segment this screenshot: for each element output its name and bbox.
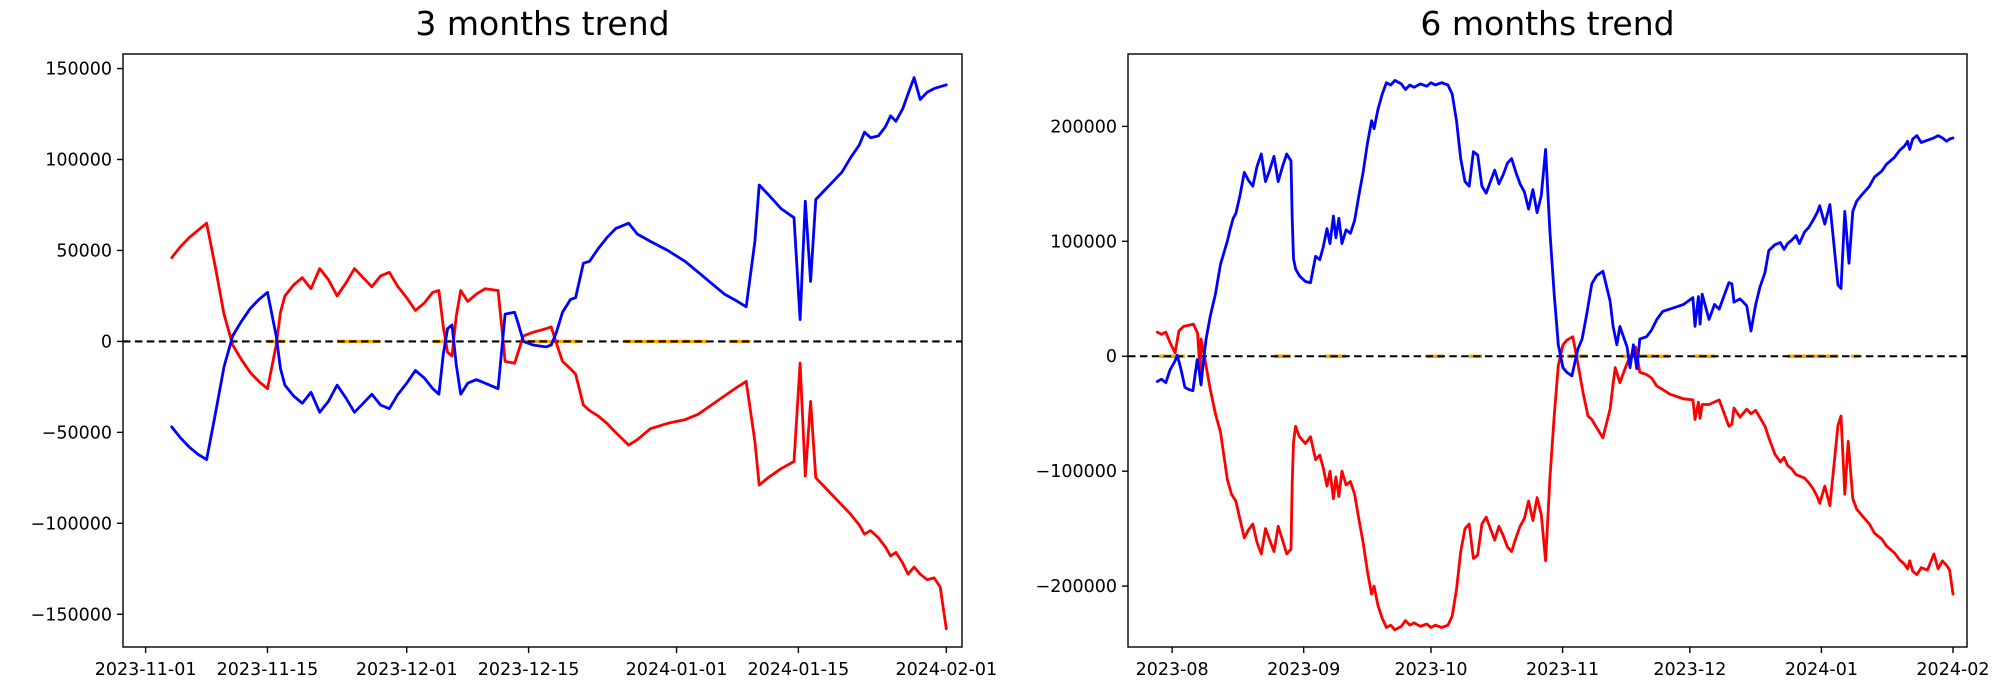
x-tick-label: 2023-12 bbox=[1653, 660, 1726, 680]
x-tick-label: 2024-01-15 bbox=[748, 660, 850, 680]
x-tick-label: 2024-01-01 bbox=[626, 660, 728, 680]
chart-title-3-months: 3 months trend bbox=[415, 4, 670, 43]
x-tick-label: 2024-02 bbox=[1916, 660, 1989, 680]
x-tick-label: 2023-09 bbox=[1267, 660, 1340, 680]
x-tick-label: 2023-08 bbox=[1136, 660, 1209, 680]
y-tick-label: 0 bbox=[101, 332, 112, 352]
chart-3-months-trend: 3 months trend 150000 100000 50000 0 −50000 −… bbox=[31, 4, 998, 680]
series-line-red bbox=[170, 221, 948, 631]
y-tick-label: −50000 bbox=[42, 423, 112, 443]
y-tick-label: −100000 bbox=[31, 514, 112, 534]
x-tick-label: 2023-12-15 bbox=[478, 660, 580, 680]
plot-area-6-months: 200000 100000 0 −100000 −200000 2023-08 2023-0… bbox=[1036, 53, 1990, 680]
x-tick-label: 2023-12-01 bbox=[356, 660, 458, 680]
chart-6-months-trend: 6 months trend 200000 100000 0 −100000 −2000… bbox=[1000, 0, 2000, 700]
y-tick-label: 50000 bbox=[56, 241, 112, 261]
series-line-red bbox=[1155, 322, 1955, 632]
x-tick-label: 2024-02-01 bbox=[895, 660, 997, 680]
y-tick-label: 0 bbox=[1106, 347, 1117, 367]
y-tick-label: −150000 bbox=[31, 605, 112, 625]
x-tick-label: 2023-11-01 bbox=[95, 660, 197, 680]
x-tick-label: 2024-01 bbox=[1785, 660, 1858, 680]
series-line-blue bbox=[170, 76, 948, 462]
y-tick-label: 100000 bbox=[1050, 232, 1117, 252]
y-tick-label: −200000 bbox=[1036, 577, 1117, 597]
y-tick-label: 150000 bbox=[45, 60, 112, 80]
x-tick-label: 2023-11 bbox=[1526, 660, 1599, 680]
y-tick-label: −100000 bbox=[1036, 462, 1117, 482]
plot-area-3-months: 150000 100000 50000 0 −50000 −100000 −150000 20… bbox=[31, 53, 997, 680]
plot-frame bbox=[1127, 53, 1968, 648]
x-tick-label: 2023-10 bbox=[1394, 660, 1467, 680]
series-line-blue bbox=[1155, 79, 1955, 393]
x-tick-label: 2023-11-15 bbox=[217, 660, 319, 680]
y-tick-label: 100000 bbox=[45, 151, 112, 171]
y-tick-label: 200000 bbox=[1050, 117, 1117, 137]
plot-frame bbox=[122, 53, 963, 648]
chart-title-6-months: 6 months trend bbox=[1420, 4, 1675, 43]
